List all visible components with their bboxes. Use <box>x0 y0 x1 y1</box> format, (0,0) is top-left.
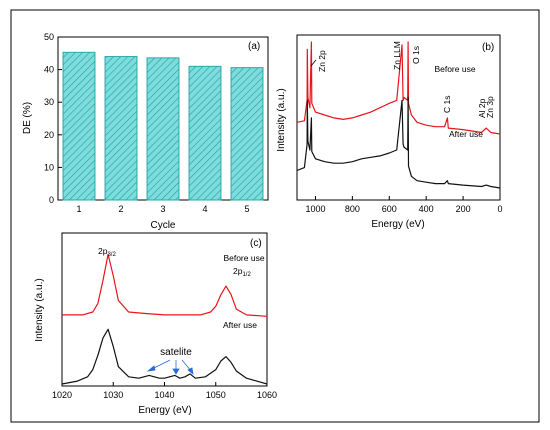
panel-b-after-use-label: After use <box>449 129 483 139</box>
annotation-2p1-2: 2p1/2 <box>233 266 251 278</box>
annotation-zn2p-pointer <box>310 59 317 67</box>
annotation-satelite: satelite <box>160 347 192 358</box>
panel-c-series-before-use <box>62 253 268 317</box>
panel-b: 1000 800 600 400 200 0 (b) Energy (eV) Intens… <box>276 34 503 230</box>
panel-a-bar <box>62 51 96 201</box>
annotation-2p3-2: 2p3/2 <box>98 246 116 258</box>
panel-a-y-tick-label: 30 <box>44 97 54 107</box>
annotation-2p1-2-main: 2p <box>233 266 243 276</box>
panel-a-y-tick-label: 50 <box>44 32 54 42</box>
annotation-c1s: C 1s <box>442 96 452 113</box>
panel-a-x-tick-label: 2 <box>118 204 123 214</box>
panel-b-before-use-label: Before use <box>434 64 475 74</box>
annotation-zn2p: Zn 2p <box>317 50 327 72</box>
panel-a-bar <box>188 65 222 201</box>
panel-a-y-tick-label: 20 <box>44 130 54 140</box>
panel-c-x-tick-label: 1030 <box>103 390 123 400</box>
panel-c-before-use-label: Before use <box>223 253 264 263</box>
panel-a-bars <box>62 51 264 201</box>
panel-b-x-ticks: 1000 800 600 400 200 0 <box>305 196 503 214</box>
panel-a-y-tick-label: 40 <box>44 65 54 75</box>
panel-c-x-label: Energy (eV) <box>138 405 191 416</box>
figure-border <box>10 9 540 423</box>
panel-a-x-tick-label: 1 <box>76 204 81 214</box>
panel-a-x-tick-label: 3 <box>160 204 165 214</box>
panel-a-y-tick-label: 10 <box>44 162 54 172</box>
panel-c: 1020 1030 1040 1050 1060 (c) Energy (eV) Int… <box>34 232 277 416</box>
panel-b-x-tick-label: 200 <box>456 204 471 214</box>
panel-c-x-tick-label: 1040 <box>154 390 174 400</box>
panel-a-y-ticks: 0 10 20 30 40 50 <box>44 32 62 205</box>
satelite-arrowhead-1 <box>146 365 156 372</box>
panel-c-lines <box>61 253 268 385</box>
panel-c-y-label: Intensity (a.u.) <box>34 278 45 341</box>
annotation-o1s: O 1s <box>411 46 421 64</box>
panel-b-y-label: Intensity (a.u.) <box>276 88 287 151</box>
panel-a-y-label: DE (%) <box>22 102 33 134</box>
annotation-zn3p: Zn 3p <box>485 96 495 118</box>
satelite-arrowhead-2 <box>172 368 180 375</box>
panel-a-x-label: Cycle <box>150 220 175 231</box>
satelite-arrowhead-3 <box>187 367 194 375</box>
panel-b-lines <box>296 41 501 189</box>
panel-a-x-tick-label: 5 <box>244 204 249 214</box>
annotation-2p3-2-sub: 3/2 <box>107 252 116 258</box>
panel-b-label: (b) <box>482 42 494 53</box>
panel-b-x-tick-label: 1000 <box>305 204 325 214</box>
panel-c-x-tick-label: 1060 <box>257 390 277 400</box>
annotation-2p1-2-sub: 1/2 <box>242 272 251 278</box>
panel-a-bar <box>230 67 264 201</box>
panel-b-x-tick-label: 800 <box>345 204 360 214</box>
panel-b-series-after-use <box>296 96 501 189</box>
panel-b-x-tick-label: 400 <box>419 204 434 214</box>
panel-c-x-ticks: 1020 1030 1040 1050 1060 <box>52 382 277 400</box>
panel-b-x-tick-label: 600 <box>382 204 397 214</box>
annotation-zn-llm: Zn LLM <box>392 41 402 70</box>
panel-a-bar <box>146 57 180 201</box>
panel-c-x-tick-label: 1020 <box>52 390 72 400</box>
panel-c-label: (c) <box>250 238 262 249</box>
panel-a-x-tick-label: 4 <box>202 204 207 214</box>
panel-b-frame <box>296 34 501 201</box>
panel-c-after-use-label: After use <box>223 320 257 330</box>
panel-a-y-tick-label: 0 <box>49 195 54 205</box>
panel-b-series-before-use <box>296 41 501 135</box>
panel-c-series-after-use <box>61 328 268 385</box>
panel-a-bar <box>104 56 138 201</box>
panel-b-x-tick-label: 0 <box>497 204 502 214</box>
annotation-2p3-2-main: 2p <box>98 246 108 256</box>
panel-b-x-label: Energy (eV) <box>371 219 424 230</box>
satelite-arrows <box>146 359 194 375</box>
panel-a-label: (a) <box>248 41 260 52</box>
panel-a: 0 10 20 30 40 50 1 2 3 4 5 (a) Cycle DE (%) <box>22 32 269 231</box>
panel-c-x-tick-label: 1050 <box>206 390 226 400</box>
annotation-al2p: Al 2p <box>477 98 487 118</box>
